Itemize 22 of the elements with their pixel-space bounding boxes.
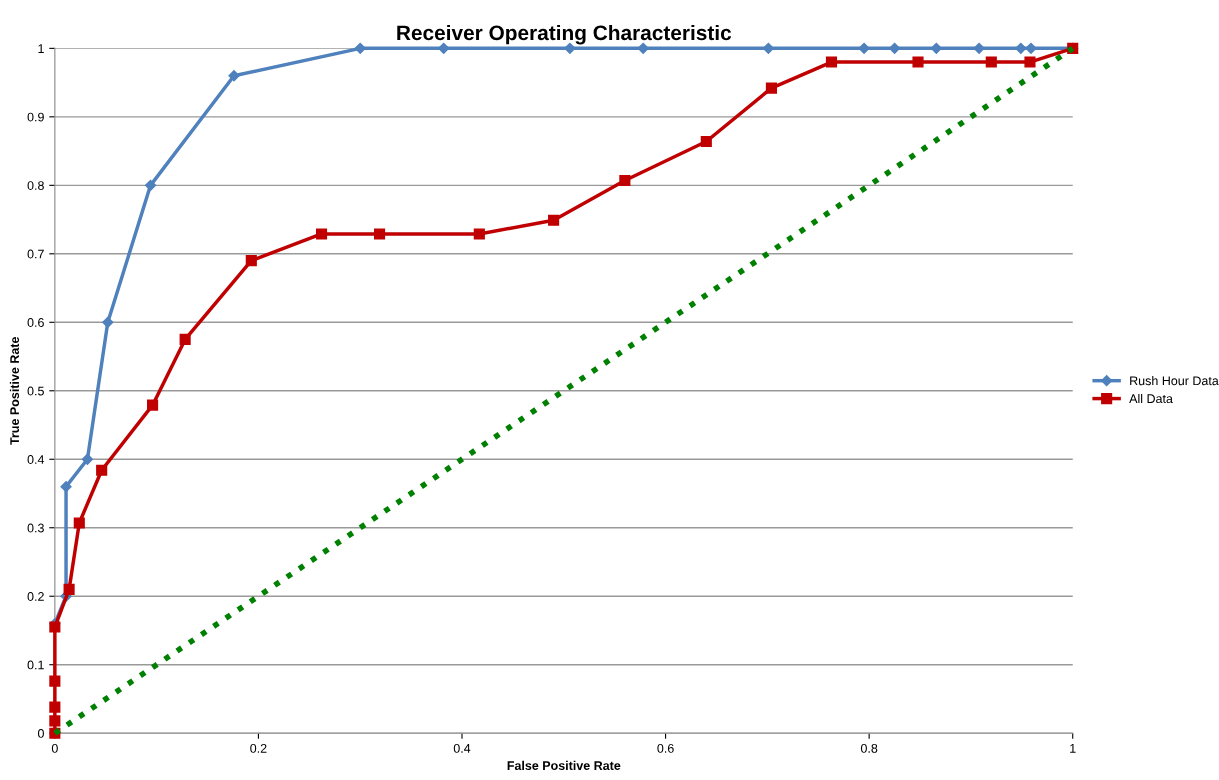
x-tick-label: 0.6	[657, 743, 674, 753]
y-tick-label: 0	[37, 729, 44, 738]
y-tick-label: 1	[38, 44, 44, 53]
x-tick-label: 0.8	[860, 743, 878, 753]
x-tick-label: 0.2	[250, 743, 267, 753]
y-tick-label: 0.9	[27, 112, 44, 122]
legend-label: Rush Hour Data	[1130, 376, 1219, 386]
legend-label: All Data	[1129, 393, 1173, 404]
y-tick-label: 0.8	[27, 181, 44, 190]
y-axis-title: True Positive Rate	[9, 337, 20, 445]
x-tick-label: 0.4	[453, 743, 471, 753]
y-tick-label: 0.6	[27, 318, 44, 327]
y-tick-label: 0.7	[27, 249, 44, 259]
y-tick-label: 0.3	[27, 523, 44, 533]
chart-title: Receiver Operating Characteristic	[397, 24, 732, 45]
y-tick-label: 0.2	[27, 592, 44, 601]
y-tick-label: 0.1	[27, 660, 44, 670]
y-tick-label: 0.4	[27, 455, 45, 464]
x-axis-title: False Positive Rate	[507, 760, 621, 771]
y-tick-label: 0.5	[27, 386, 44, 396]
x-tick-label: 1	[1070, 744, 1076, 753]
x-tick-label: 0	[51, 743, 58, 753]
